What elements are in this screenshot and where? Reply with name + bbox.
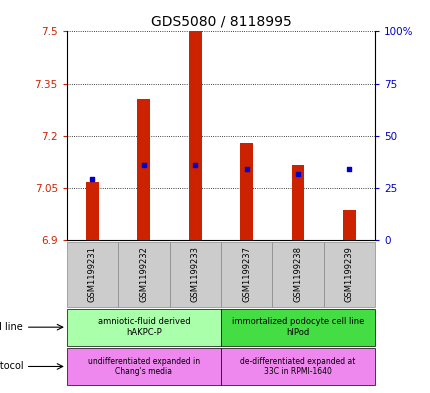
Text: undifferentiated expanded in
Chang's media: undifferentiated expanded in Chang's med… xyxy=(88,357,200,376)
Bar xyxy=(188,31,201,240)
Text: GSM1199231: GSM1199231 xyxy=(88,246,97,302)
Bar xyxy=(67,309,221,346)
Bar xyxy=(67,348,221,385)
Text: GSM1199238: GSM1199238 xyxy=(293,246,302,302)
Point xyxy=(191,162,198,168)
Text: de-differentiated expanded at
33C in RPMI-1640: de-differentiated expanded at 33C in RPM… xyxy=(240,357,355,376)
Text: cell line: cell line xyxy=(0,322,23,332)
Bar xyxy=(220,242,272,307)
Bar xyxy=(86,182,98,240)
Point xyxy=(243,165,249,172)
Text: GSM1199237: GSM1199237 xyxy=(242,246,251,302)
Point xyxy=(345,165,352,172)
Bar xyxy=(342,210,355,240)
Text: GSM1199232: GSM1199232 xyxy=(139,246,148,302)
Bar xyxy=(272,242,323,307)
Bar xyxy=(118,242,169,307)
Point xyxy=(140,162,147,168)
Text: GSM1199239: GSM1199239 xyxy=(344,246,353,302)
Text: growth protocol: growth protocol xyxy=(0,362,23,371)
Bar xyxy=(240,143,252,240)
Bar xyxy=(220,309,374,346)
Title: GDS5080 / 8118995: GDS5080 / 8118995 xyxy=(150,15,291,29)
Bar xyxy=(291,165,304,240)
Bar xyxy=(67,242,118,307)
Text: amniotic-fluid derived
hAKPC-P: amniotic-fluid derived hAKPC-P xyxy=(97,318,190,337)
Bar xyxy=(323,242,374,307)
Point xyxy=(294,171,301,177)
Bar xyxy=(169,242,220,307)
Point xyxy=(89,176,96,182)
Bar xyxy=(220,348,374,385)
Text: immortalized podocyte cell line
hIPod: immortalized podocyte cell line hIPod xyxy=(231,318,363,337)
Text: GSM1199233: GSM1199233 xyxy=(190,246,199,302)
Bar xyxy=(137,99,150,240)
